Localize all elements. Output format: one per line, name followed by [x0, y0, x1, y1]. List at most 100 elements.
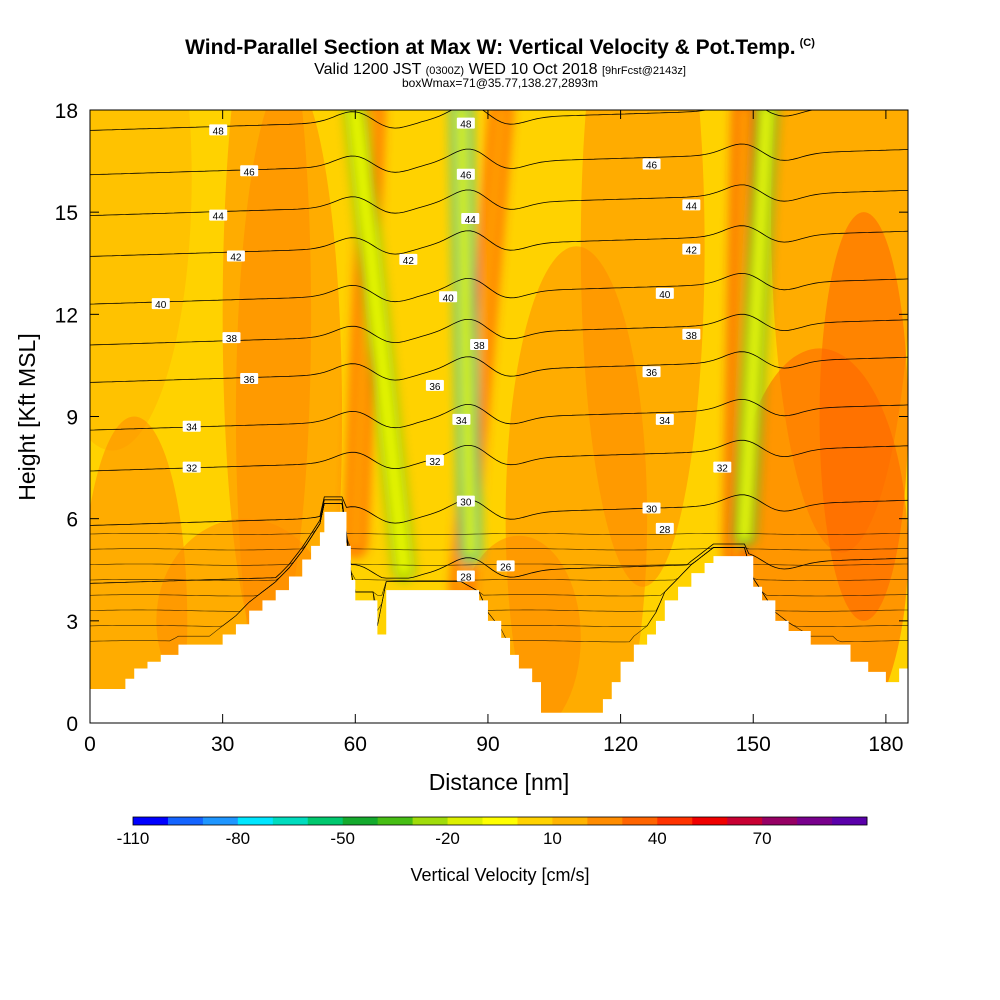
downdraft-band-1-level-3: [457, 110, 474, 557]
contour-label-19: 28: [460, 573, 472, 584]
contour-label-18: 30: [460, 498, 472, 509]
contour-label-bg-28: [713, 461, 732, 473]
colorbar-swatch-14: [622, 817, 658, 825]
colorbar-label-2: -50: [330, 829, 355, 848]
colorbar-swatch-19: [797, 817, 833, 825]
colorbar-swatch-8: [412, 817, 449, 825]
contour-label-bg-7: [182, 420, 201, 432]
theta-contour-30: [90, 494, 908, 526]
contour-label-bg-20: [496, 560, 515, 572]
contour-label-bg-5: [222, 332, 241, 344]
x-axis: 0 30 60 90 120 150 180: [84, 110, 903, 756]
contour-label-bg-11: [461, 212, 480, 224]
plot-area: 4846444240383634324846444240383634323028…: [90, 110, 908, 723]
x-tick-label-2: 60: [344, 733, 367, 756]
contour-label-6: 36: [244, 375, 256, 386]
contour-label-bg-1: [240, 165, 259, 177]
contour-label-26: 36: [646, 368, 658, 379]
contour-label-bg-25: [682, 328, 701, 340]
contour-label-bg-12: [399, 253, 418, 265]
contour-label-bg-27: [655, 413, 674, 425]
terrain-mask: [90, 511, 908, 723]
colorbar-swatch-6: [342, 817, 379, 825]
colorbar-label-1: -80: [226, 829, 251, 848]
contour-label-bg-3: [226, 250, 245, 262]
contour-label-bg-26: [642, 366, 661, 378]
theta-contour-minor-7: [90, 502, 908, 536]
contour-label-5: 38: [226, 334, 238, 345]
colorbar-swatch-2: [202, 817, 239, 825]
contour-label-bg-22: [682, 199, 701, 211]
field-blob-6: [580, 110, 705, 587]
colorbar-swatch-5: [307, 817, 344, 825]
contour-label-22: 44: [686, 201, 698, 212]
colorbar-frame: [132, 816, 868, 826]
contour-label-10: 46: [460, 171, 472, 182]
x-tick-label-5: 150: [736, 733, 771, 756]
y-tick-label-1: 3: [66, 611, 78, 634]
contour-label-bg-13: [439, 291, 458, 303]
contour-label-30: 28: [659, 525, 671, 536]
y-tick-label-4: 12: [55, 304, 78, 327]
field-blob-0: [90, 110, 192, 451]
colorbar-label-0: -110: [117, 829, 150, 848]
y-tick-label-5: 15: [55, 202, 78, 225]
contour-label-7: 34: [186, 423, 198, 434]
theta-contour-34: [90, 398, 908, 431]
contour-label-bg-8: [182, 461, 201, 473]
contour-label-14: 38: [474, 341, 486, 352]
x-tick-label-4: 120: [603, 733, 638, 756]
contour-label-29: 30: [646, 504, 658, 515]
colorbar-swatch-15: [657, 817, 693, 825]
chart-subtitle-box: boxWmax=71@35.77,138.27,2893m: [402, 76, 598, 90]
contour-label-17: 32: [429, 457, 441, 468]
contour-label-bg-24: [655, 287, 674, 299]
contour-label-bg-4: [151, 298, 170, 310]
colorbar-swatch-12: [552, 817, 588, 825]
contour-label-0: 48: [213, 126, 225, 137]
colorbar-swatch-17: [727, 817, 763, 825]
contour-label-9: 48: [460, 120, 472, 131]
contour-label-25: 38: [686, 331, 698, 342]
contour-label-8: 32: [186, 464, 198, 475]
contour-label-20: 26: [500, 562, 512, 573]
contour-label-bg-17: [425, 454, 444, 466]
y-tick-label-6: 18: [55, 100, 78, 123]
contour-label-bg-23: [682, 243, 701, 255]
colorbar-swatch-16: [692, 817, 728, 825]
contour-label-bg-14: [470, 338, 489, 350]
colorbar-swatch-7: [377, 817, 414, 825]
colorbar-swatch-4: [272, 817, 309, 825]
colorbar-swatch-9: [447, 817, 484, 825]
downdraft-band-0-level-3: [351, 110, 408, 574]
theta-contour-minor-3: [90, 502, 908, 597]
colorbar-swatch-0: [133, 817, 169, 825]
colorbar-swatch-20: [832, 817, 868, 825]
contour-label-bg-2: [209, 209, 228, 221]
colorbar-swatch-11: [517, 817, 553, 825]
colorbar-label-6: 70: [753, 829, 772, 848]
contour-label-bg-19: [456, 570, 475, 582]
contour-label-15: 36: [429, 382, 441, 393]
velocity-field: [90, 110, 908, 723]
colorbar-swatch-18: [762, 817, 798, 825]
colorbar-swatch-13: [587, 817, 623, 825]
contour-label-13: 40: [443, 293, 455, 304]
colorbar-swatch-1: [167, 817, 204, 825]
colorbar-label-3: -20: [435, 829, 460, 848]
theta-contour-36: [90, 351, 908, 383]
colorbar: -110 -80 -50 -20 10 40 70: [117, 816, 868, 848]
colorbar-label-4: 10: [543, 829, 562, 848]
copyright-mark: (C): [799, 37, 815, 49]
theta-contour-32: [90, 439, 908, 472]
theta-contour-minor-4: [90, 502, 908, 581]
contour-labels: 4846444240383634324846444240383634323028…: [151, 117, 732, 584]
contour-label-28: 32: [717, 464, 729, 475]
contour-label-bg-21: [642, 158, 661, 170]
theta-contour-46: [90, 143, 908, 176]
contour-label-16: 34: [456, 416, 468, 427]
contour-label-4: 40: [155, 300, 167, 311]
contour-label-bg-15: [425, 379, 444, 391]
contour-label-bg-6: [240, 373, 259, 385]
